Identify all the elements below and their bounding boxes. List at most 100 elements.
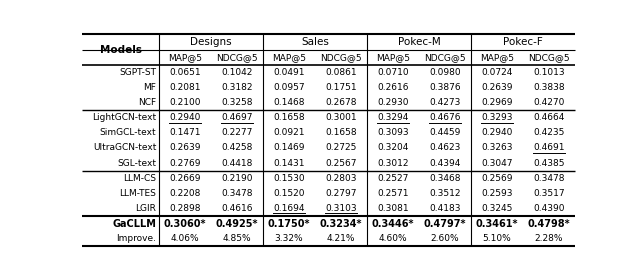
Text: 4.21%: 4.21% [326, 234, 355, 243]
Text: 0.2769: 0.2769 [169, 158, 200, 168]
Text: 0.3081: 0.3081 [377, 204, 409, 213]
Text: 0.2081: 0.2081 [169, 83, 200, 92]
Text: 4.85%: 4.85% [223, 234, 251, 243]
Text: 0.2100: 0.2100 [169, 98, 200, 107]
Text: 0.3468: 0.3468 [429, 174, 461, 183]
Text: 0.1013: 0.1013 [533, 68, 565, 77]
Text: 0.1520: 0.1520 [273, 189, 305, 198]
Text: Pokec-M: Pokec-M [397, 37, 440, 47]
Text: 4.06%: 4.06% [170, 234, 199, 243]
Text: 0.3204: 0.3204 [377, 143, 408, 152]
Text: Sales: Sales [301, 37, 329, 47]
Text: 0.2639: 0.2639 [169, 143, 200, 152]
Text: MAP@5: MAP@5 [480, 53, 514, 62]
Text: LLM-CS: LLM-CS [124, 174, 156, 183]
Text: Designs: Designs [190, 37, 232, 47]
Text: 0.4394: 0.4394 [429, 158, 461, 168]
Text: Improve.: Improve. [116, 234, 156, 243]
Text: 0.0921: 0.0921 [273, 128, 305, 137]
Text: 0.3182: 0.3182 [221, 83, 253, 92]
Text: 0.2678: 0.2678 [325, 98, 356, 107]
Text: 0.3461*: 0.3461* [476, 219, 518, 229]
Text: 0.1469: 0.1469 [273, 143, 305, 152]
Text: 0.2898: 0.2898 [169, 204, 200, 213]
Text: MF: MF [143, 83, 156, 92]
Text: NDCG@5: NDCG@5 [528, 53, 570, 62]
Text: 0.4676: 0.4676 [429, 113, 461, 122]
Text: 0.4385: 0.4385 [533, 158, 564, 168]
Text: 0.2669: 0.2669 [169, 174, 200, 183]
Text: NDCG@5: NDCG@5 [424, 53, 466, 62]
Text: SGPT-ST: SGPT-ST [119, 68, 156, 77]
Text: 0.1658: 0.1658 [325, 128, 356, 137]
Text: NCF: NCF [138, 98, 156, 107]
Text: 0.3103: 0.3103 [325, 204, 356, 213]
Text: 0.4664: 0.4664 [533, 113, 564, 122]
Text: 0.0980: 0.0980 [429, 68, 461, 77]
Text: 3.32%: 3.32% [275, 234, 303, 243]
Text: 0.1471: 0.1471 [169, 128, 200, 137]
Text: 0.2969: 0.2969 [481, 98, 513, 107]
Text: 0.2803: 0.2803 [325, 174, 356, 183]
Text: 0.1658: 0.1658 [273, 113, 305, 122]
Text: LightGCN-text: LightGCN-text [92, 113, 156, 122]
Text: MAP@5: MAP@5 [168, 53, 202, 62]
Text: 0.2930: 0.2930 [377, 98, 409, 107]
Text: 0.3093: 0.3093 [377, 128, 409, 137]
Text: 0.0957: 0.0957 [273, 83, 305, 92]
Text: 0.0710: 0.0710 [377, 68, 409, 77]
Text: NDCG@5: NDCG@5 [320, 53, 362, 62]
Text: 0.2797: 0.2797 [325, 189, 356, 198]
Text: 0.3517: 0.3517 [533, 189, 565, 198]
Text: 0.2569: 0.2569 [481, 174, 513, 183]
Text: 0.3876: 0.3876 [429, 83, 461, 92]
Text: 0.4798*: 0.4798* [528, 219, 570, 229]
Text: NDCG@5: NDCG@5 [216, 53, 258, 62]
Text: 4.60%: 4.60% [379, 234, 407, 243]
Text: 0.4797*: 0.4797* [424, 219, 466, 229]
Text: MAP@5: MAP@5 [376, 53, 410, 62]
Text: 0.3047: 0.3047 [481, 158, 513, 168]
Text: 0.2277: 0.2277 [221, 128, 253, 137]
Text: GaCLLM: GaCLLM [113, 219, 156, 229]
Text: 0.1431: 0.1431 [273, 158, 305, 168]
Text: 0.2725: 0.2725 [325, 143, 356, 152]
Text: 0.2593: 0.2593 [481, 189, 513, 198]
Text: 2.28%: 2.28% [535, 234, 563, 243]
Text: 0.3478: 0.3478 [221, 189, 253, 198]
Text: 0.4623: 0.4623 [429, 143, 461, 152]
Text: 0.3446*: 0.3446* [372, 219, 414, 229]
Text: 0.4691: 0.4691 [533, 143, 564, 152]
Text: UltraGCN-text: UltraGCN-text [93, 143, 156, 152]
Text: LGIR: LGIR [136, 204, 156, 213]
Text: 0.3012: 0.3012 [377, 158, 409, 168]
Text: Models: Models [100, 44, 141, 54]
Text: 0.3263: 0.3263 [481, 143, 513, 152]
Text: 0.0491: 0.0491 [273, 68, 305, 77]
Text: 0.4697: 0.4697 [221, 113, 253, 122]
Text: 0.4183: 0.4183 [429, 204, 461, 213]
Text: 0.4273: 0.4273 [429, 98, 461, 107]
Text: 0.2527: 0.2527 [377, 174, 408, 183]
Text: 0.3060*: 0.3060* [164, 219, 206, 229]
Text: 0.3234*: 0.3234* [319, 219, 362, 229]
Text: 0.0861: 0.0861 [325, 68, 356, 77]
Text: SGL-text: SGL-text [117, 158, 156, 168]
Text: 0.4235: 0.4235 [533, 128, 564, 137]
Text: 0.1042: 0.1042 [221, 68, 253, 77]
Text: 0.3838: 0.3838 [533, 83, 565, 92]
Text: 0.4616: 0.4616 [221, 204, 253, 213]
Text: MAP@5: MAP@5 [272, 53, 306, 62]
Text: SimGCL-text: SimGCL-text [100, 128, 156, 137]
Text: 0.4258: 0.4258 [221, 143, 253, 152]
Text: 0.3293: 0.3293 [481, 113, 513, 122]
Text: 0.4418: 0.4418 [221, 158, 253, 168]
Text: 0.2940: 0.2940 [169, 113, 200, 122]
Text: 0.1750*: 0.1750* [268, 219, 310, 229]
Text: 0.4925*: 0.4925* [216, 219, 258, 229]
Text: 0.4270: 0.4270 [533, 98, 564, 107]
Text: 0.1694: 0.1694 [273, 204, 305, 213]
Text: 0.4390: 0.4390 [533, 204, 564, 213]
Text: 0.3478: 0.3478 [533, 174, 564, 183]
Text: 0.4459: 0.4459 [429, 128, 461, 137]
